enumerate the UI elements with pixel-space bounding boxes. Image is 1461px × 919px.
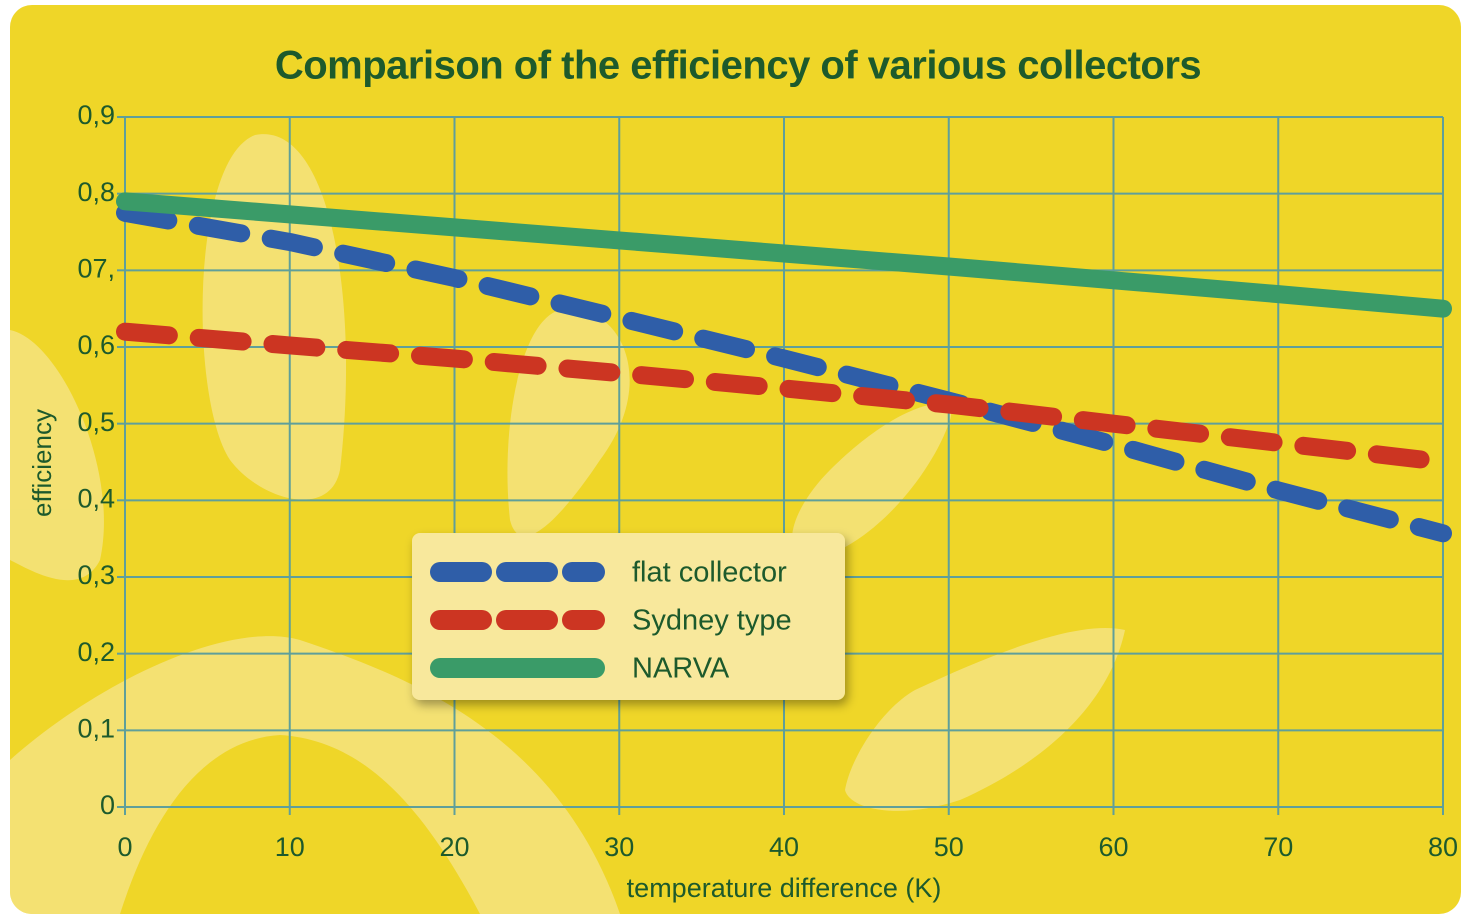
x-tick-label: 40 xyxy=(769,832,799,862)
legend-label: NARVA xyxy=(632,653,730,685)
y-tick-label: 0 xyxy=(100,790,115,820)
y-tick-label: 0,1 xyxy=(77,713,115,743)
y-tick-label: 0,4 xyxy=(77,483,115,513)
page: {"chart_data": {"type": "line", "title":… xyxy=(0,0,1461,914)
y-tick-label: 0,3 xyxy=(77,560,115,590)
x-tick-label: 20 xyxy=(439,832,469,862)
x-tick-label: 60 xyxy=(1098,832,1128,862)
legend-label: flat collector xyxy=(632,557,787,589)
y-tick-label: 0,8 xyxy=(77,177,115,207)
legend-label: Sydney type xyxy=(632,605,792,637)
x-tick-label: 80 xyxy=(1428,832,1458,862)
x-tick-label: 0 xyxy=(117,832,132,862)
y-tick-label: 0,9 xyxy=(77,100,115,130)
y-tick-label: 0,6 xyxy=(77,330,115,360)
x-tick-label: 10 xyxy=(275,832,305,862)
background-fill xyxy=(10,5,1461,914)
x-tick-label: 50 xyxy=(934,832,964,862)
x-axis-label: temperature difference (K) xyxy=(627,873,942,903)
y-tick-label: 0,5 xyxy=(77,407,115,437)
chart: Comparison of the efficiency of various … xyxy=(0,0,1461,914)
x-tick-label: 70 xyxy=(1263,832,1293,862)
chart-title: Comparison of the efficiency of various … xyxy=(275,44,1201,88)
background xyxy=(10,5,1461,914)
legend: flat collector Sydney type NARVA xyxy=(412,533,845,700)
y-tick-label: 0,2 xyxy=(77,637,115,667)
y-axis-label: efficiency xyxy=(27,409,57,517)
x-tick-label: 30 xyxy=(604,832,634,862)
y-tick-label: 07, xyxy=(77,253,115,283)
